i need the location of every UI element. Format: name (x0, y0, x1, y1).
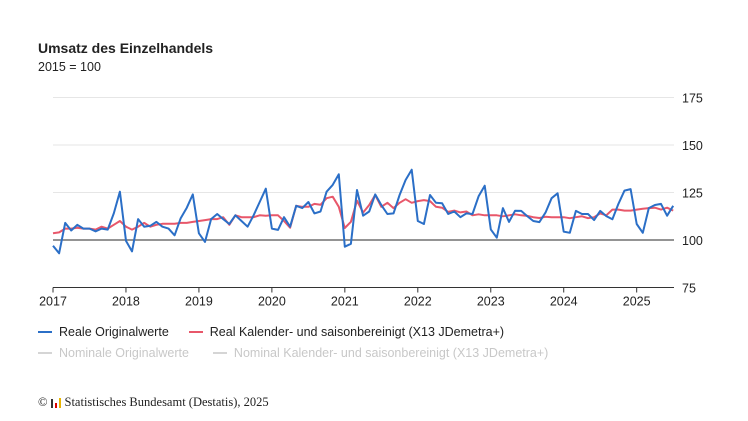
x-tick-label: 2022 (404, 295, 432, 309)
legend-label: Nominal Kalender- und saisonbereinigt (X… (233, 346, 549, 360)
source-footer: © Statistisches Bundesamt (Destatis), 20… (38, 395, 269, 410)
x-tick-label: 2020 (258, 295, 286, 309)
legend-label: Reale Originalwerte (59, 325, 169, 339)
y-tick-label: 100 (682, 234, 703, 248)
legend-item-real-adjusted[interactable]: Real Kalender- und saisonbereinigt (X13 … (188, 325, 505, 339)
legend-swatch (212, 352, 227, 354)
y-tick-label: 150 (682, 139, 703, 153)
source-text: Statistisches Bundesamt (Destatis), 2025 (64, 395, 269, 409)
legend-label: Nominale Originalwerte (59, 346, 189, 360)
legend-swatch (38, 352, 52, 354)
legend-item-real-original[interactable]: Reale Originalwerte (38, 325, 169, 339)
legend-swatch (38, 331, 52, 333)
chart-subtitle: 2015 = 100 (38, 60, 101, 74)
x-tick-label: 2023 (477, 295, 505, 309)
y-tick-label: 75 (682, 282, 696, 296)
legend-swatch (188, 331, 203, 333)
x-tick-label: 2025 (623, 295, 651, 309)
legend-item-nominal-original[interactable]: Nominale Originalwerte (38, 346, 189, 360)
y-tick-label: 175 (682, 92, 703, 106)
y-tick-label: 125 (682, 187, 703, 201)
legend-row-2: Nominale Originalwerte Nominal Kalender-… (38, 346, 568, 360)
legend-label: Real Kalender- und saisonbereinigt (X13 … (209, 325, 505, 339)
x-tick-label: 2017 (39, 295, 67, 309)
x-tick-label: 2024 (550, 295, 578, 309)
legend-item-nominal-adjusted[interactable]: Nominal Kalender- und saisonbereinigt (X… (212, 346, 549, 360)
legend-row-1: Reale Originalwerte Real Kalender- und s… (38, 325, 524, 339)
x-tick-label: 2021 (331, 295, 359, 309)
destatis-logo-icon (50, 397, 62, 408)
chart-title: Umsatz des Einzelhandels (38, 40, 214, 56)
copyright-symbol: © (38, 395, 48, 409)
x-tick-label: 2018 (112, 295, 140, 309)
series-line-real-original (52, 168, 675, 255)
x-tick-label: 2019 (185, 295, 213, 309)
